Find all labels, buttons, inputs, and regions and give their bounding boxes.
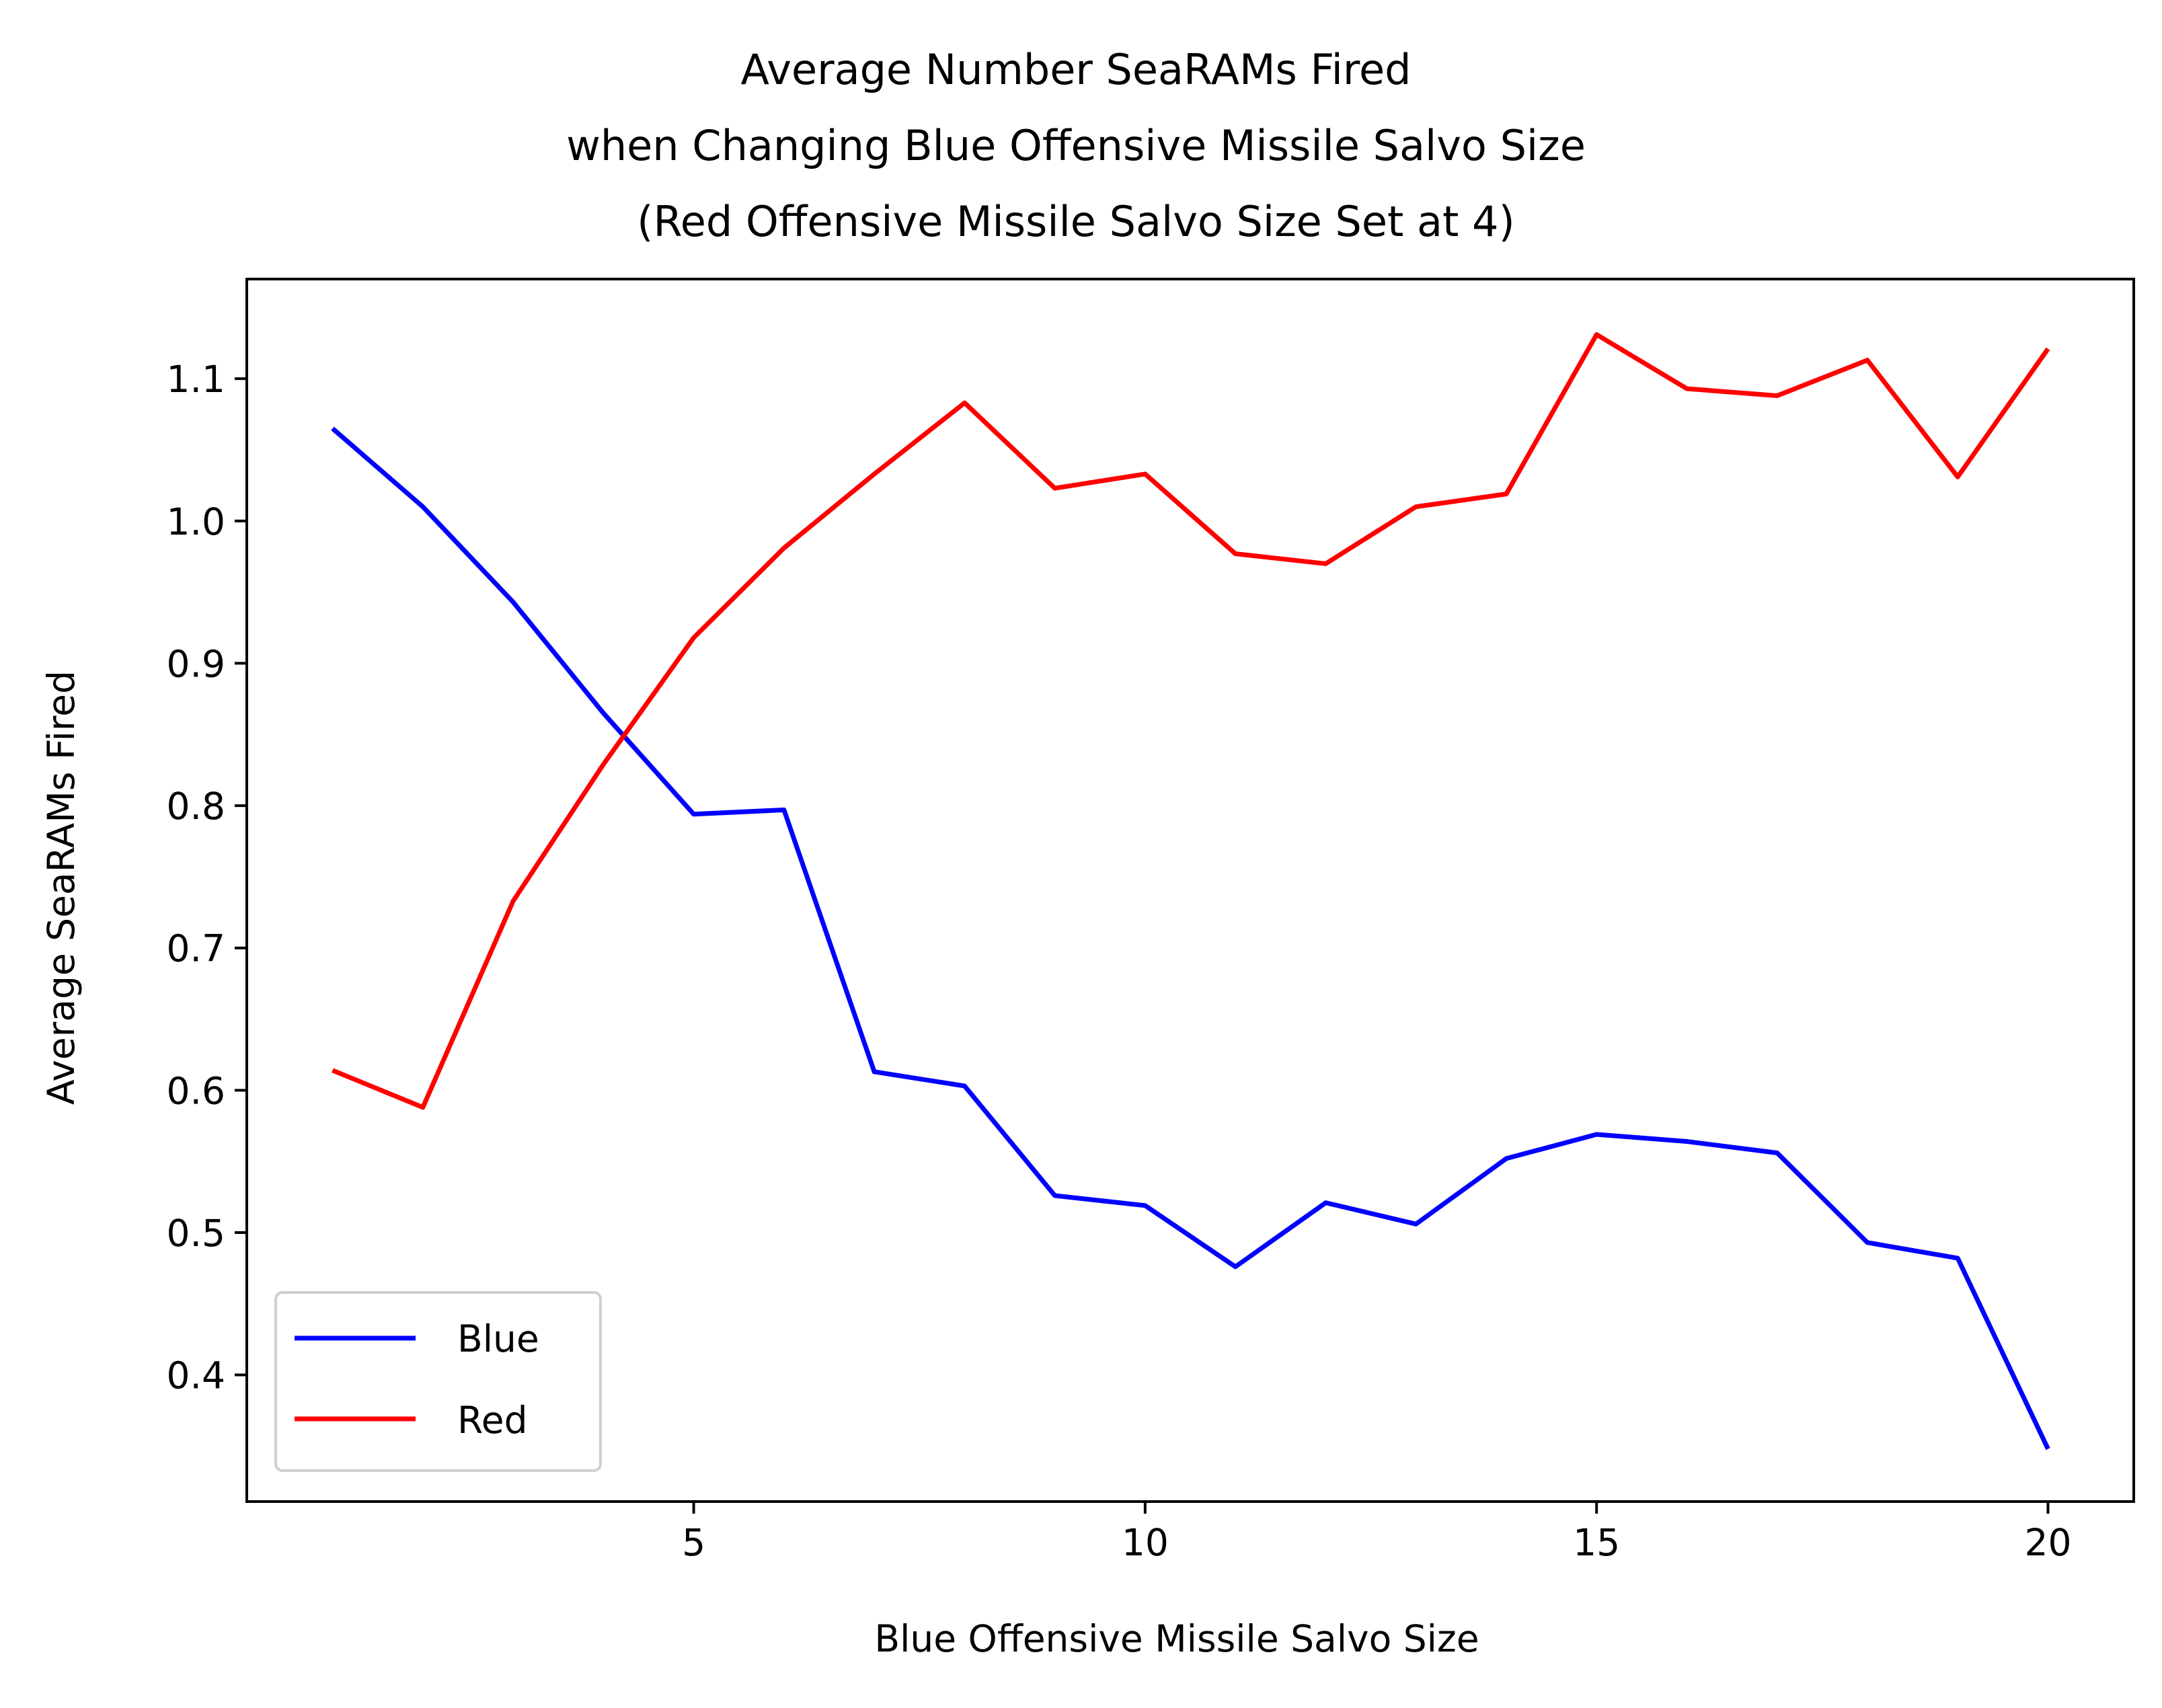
y-tick-label: 1.0 bbox=[167, 500, 225, 543]
x-tick-label: 5 bbox=[682, 1521, 705, 1564]
plot-frame bbox=[245, 278, 2135, 1503]
series-lines bbox=[331, 332, 2050, 1450]
legend-box bbox=[274, 1291, 602, 1472]
y-tick-label: 0.5 bbox=[167, 1212, 225, 1255]
y-tick-label: 1.1 bbox=[167, 358, 225, 401]
series-line-red bbox=[332, 332, 2050, 1110]
y-axis-label: Average SeaRAMs Fired bbox=[40, 670, 83, 1105]
chart-title-line-1: Average Number SeaRAMs Fired bbox=[740, 45, 1411, 94]
chart-title-line-3: (Red Offensive Missile Salvo Size Set at… bbox=[637, 197, 1514, 246]
y-axis-ticks: 0.4 0.5 0.6 0.7 0.8 0.9 1.0 1.1 bbox=[167, 358, 247, 1397]
legend-label-blue: Blue bbox=[457, 1317, 539, 1360]
y-tick-label: 0.9 bbox=[167, 642, 225, 685]
series-line-blue bbox=[331, 426, 2050, 1450]
x-axis-ticks: 5 10 15 20 bbox=[682, 1502, 2071, 1564]
x-tick-label: 20 bbox=[2024, 1521, 2071, 1564]
x-tick-label: 10 bbox=[1122, 1521, 1169, 1564]
x-axis-label: Blue Offensive Missile Salvo Size bbox=[874, 1617, 1479, 1660]
y-tick-label: 0.4 bbox=[167, 1354, 225, 1397]
chart-title-line-2: when Changing Blue Offensive Missile Sal… bbox=[566, 121, 1586, 170]
y-tick-label: 0.7 bbox=[167, 927, 225, 970]
y-tick-label: 0.8 bbox=[167, 785, 225, 828]
y-tick-label: 0.6 bbox=[167, 1069, 225, 1112]
legend-label-red: Red bbox=[457, 1399, 528, 1442]
legend: Blue Red bbox=[274, 1291, 602, 1472]
x-tick-label: 15 bbox=[1573, 1521, 1620, 1564]
